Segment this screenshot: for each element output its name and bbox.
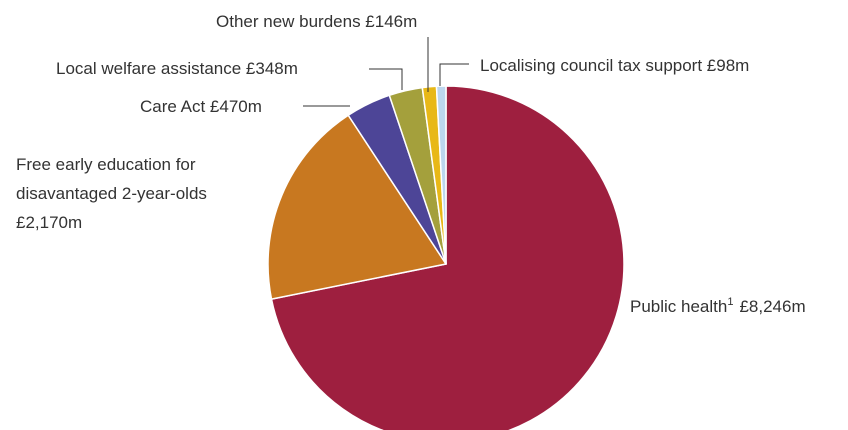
pie-slice-free-early-education-for-disavantaged-2-year-olds xyxy=(267,114,447,300)
pie-slices xyxy=(267,85,625,430)
label-public-health-value: £8,246m xyxy=(739,297,805,316)
label-public-health: Public health1 £8,246m xyxy=(630,296,806,316)
label-other-burdens: Other new burdens £146m xyxy=(216,12,417,31)
leader-line-council-tax xyxy=(439,63,469,86)
label-public-health-name: Public health xyxy=(630,297,727,316)
label-early-education-value: £2,170m xyxy=(16,213,82,232)
pie-slice-public-health xyxy=(270,85,625,430)
leader-line-local-welfare xyxy=(369,68,403,90)
label-council-tax: Localising council tax support £98m xyxy=(480,56,749,75)
label-local-welfare: Local welfare assistance £348m xyxy=(56,59,298,78)
pie-slice-localising-council-tax-support xyxy=(435,85,447,265)
label-early-education-line2: disavantaged 2-year-olds xyxy=(16,184,207,203)
label-public-health-footnote: 1 xyxy=(727,296,733,308)
label-care-act: Care Act £470m xyxy=(140,97,262,116)
label-early-education-line1: Free early education for xyxy=(16,155,196,174)
